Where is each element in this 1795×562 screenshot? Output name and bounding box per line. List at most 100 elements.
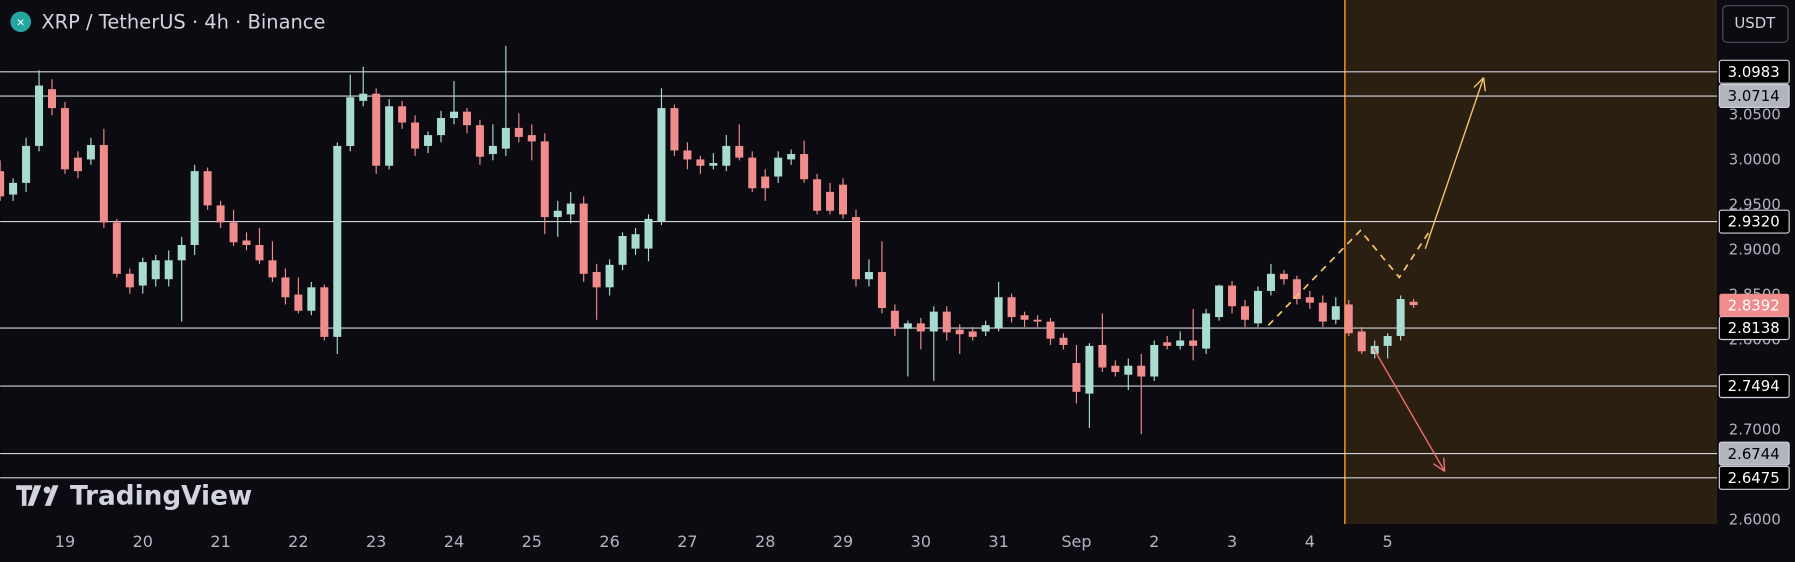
x-tick-label: 25: [522, 532, 542, 551]
candle-body: [437, 117, 446, 136]
x-tick-label: 26: [599, 532, 619, 551]
symbol-icon: [10, 11, 32, 33]
candle-body: [1409, 301, 1418, 306]
arrow-shaft: [1372, 347, 1446, 472]
candle-body: [1150, 344, 1159, 377]
arrow: [1372, 347, 1446, 473]
candle-body: [1318, 302, 1327, 322]
x-tick-label: 2: [1149, 532, 1159, 551]
candle-body: [1124, 365, 1133, 375]
candle-body: [449, 111, 459, 118]
x-tick-label: 24: [444, 532, 464, 551]
currency-button-label[interactable]: USDT: [1734, 14, 1776, 32]
x-tick-label: 20: [133, 532, 153, 551]
brand-logo-shape: [44, 485, 59, 506]
candle-body: [60, 108, 69, 170]
candle-body: [1357, 331, 1366, 352]
level-label-box: [1718, 59, 1790, 84]
candle-body: [73, 157, 82, 172]
candle-body: [787, 154, 796, 160]
projection-path: [1267, 229, 1430, 326]
candle-body: [877, 272, 886, 309]
candle-body: [372, 93, 381, 166]
candle-body: [0, 171, 5, 197]
x-tick-label: 31: [988, 532, 1008, 551]
x-tick-label: 3: [1227, 532, 1237, 551]
level-label: 2.7494: [1728, 377, 1780, 395]
candle-body: [1305, 297, 1314, 303]
candle-body: [994, 297, 1003, 328]
candle-body: [826, 191, 835, 211]
candle-body: [1331, 306, 1340, 320]
candle-body: [190, 171, 199, 246]
y-tick-label: 3.0500: [1729, 105, 1781, 123]
candle-body: [1137, 365, 1146, 377]
candle-body: [527, 135, 536, 142]
x-tick-label: 30: [911, 532, 931, 551]
candle-body: [86, 145, 95, 160]
candle-body: [761, 176, 770, 189]
candle-body: [851, 217, 860, 280]
x-tick-label: 23: [366, 532, 386, 551]
level-label: 2.6475: [1728, 469, 1780, 487]
candle-body: [670, 108, 679, 151]
candle-body: [1344, 304, 1353, 334]
candle-body: [813, 179, 822, 211]
currency-button[interactable]: [1722, 5, 1789, 43]
candle-body: [1072, 362, 1081, 392]
candle-body: [359, 93, 368, 101]
candle-body: [1189, 340, 1198, 346]
level-layer: [0, 71, 1718, 479]
candle-body: [462, 111, 471, 126]
brand-logo-dot: [43, 486, 51, 494]
level-label-box: [1718, 84, 1790, 109]
level-label: 3.0983: [1728, 63, 1780, 81]
candle-body: [268, 260, 277, 278]
candle-body: [1033, 319, 1042, 322]
candle-body: [1396, 299, 1405, 336]
axis-layer: 19 20 21 22 23 24 25 26 27 28 29 30 31 Sep 2 3 4 52.60002…: [0, 59, 1795, 562]
candle-body: [1059, 337, 1068, 345]
candle-body: [553, 210, 562, 218]
candle-body: [1176, 340, 1185, 346]
arrow-head: [1482, 77, 1486, 92]
candle-body: [592, 272, 601, 288]
candle-body: [605, 264, 614, 288]
candle-body: [164, 260, 173, 280]
candle-body: [916, 323, 925, 332]
candle-body: [398, 106, 407, 123]
candle-body: [709, 163, 718, 166]
chart-title: XRP / TetherUS · 4h · Binance: [41, 10, 325, 33]
candle-body: [216, 205, 225, 223]
candle-body: [657, 108, 666, 222]
candle-body: [138, 262, 147, 286]
x-tick-label: 19: [55, 532, 75, 551]
x-tick-label: Sep: [1061, 532, 1091, 551]
candle-body: [1279, 273, 1288, 280]
candle-body: [1007, 297, 1016, 318]
candle-body: [1383, 335, 1392, 346]
projection-zone: [1344, 0, 1718, 525]
candle-body: [177, 245, 186, 261]
candle-body: [864, 272, 873, 280]
candle-body: [566, 203, 575, 215]
candle-body: [125, 273, 134, 288]
candle-body: [1085, 345, 1094, 394]
x-tick-label: 27: [677, 532, 697, 551]
candle-body: [307, 287, 316, 311]
candle-body: [579, 203, 588, 274]
candle-body: [47, 89, 57, 109]
candle-body: [696, 159, 705, 166]
candle-body: [411, 122, 420, 149]
candle-body: [294, 294, 303, 311]
candle-body: [903, 323, 912, 329]
candle-body: [981, 325, 990, 332]
level-label: 2.9320: [1728, 213, 1780, 231]
candle-body: [203, 171, 212, 206]
candle-body: [22, 145, 31, 183]
candle-body: [385, 106, 394, 166]
candle-body: [320, 287, 329, 337]
y-tick-label: 3.0000: [1729, 150, 1781, 168]
brand-logo: [16, 485, 59, 506]
candle-body: [424, 135, 433, 146]
